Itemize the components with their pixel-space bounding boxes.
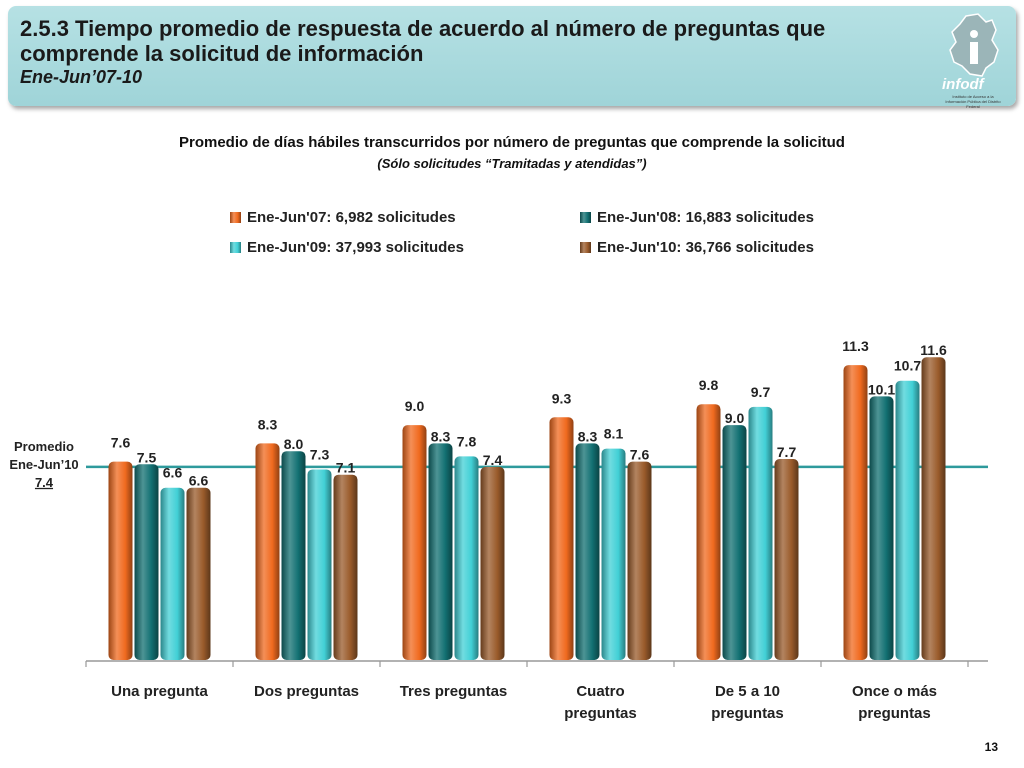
bar-4-3: [480, 466, 505, 660]
data-label-2-2: 8.0: [284, 436, 304, 452]
average-label: Promedio: [14, 439, 74, 454]
slide-subtitle: Ene-Jun’07-10: [20, 67, 143, 87]
bar-1-6: [843, 365, 868, 660]
bar-1-2: [255, 443, 280, 660]
bar-2-1: [134, 464, 159, 660]
bar-3-6: [895, 380, 920, 660]
data-label-4-1: 6.6: [189, 473, 209, 489]
legend-label-1: Ene-Jun'07: 6,982 solicitudes: [247, 209, 456, 226]
chart-title: Promedio de días hábiles transcurridos p…: [179, 134, 845, 151]
bar-2-3: [428, 443, 453, 660]
bar-2-6: [869, 396, 894, 660]
legend-swatch-2: [580, 212, 591, 223]
data-label-2-3: 8.3: [431, 428, 451, 444]
legend-swatch-1: [230, 212, 241, 223]
data-label-1-3: 9.0: [405, 398, 425, 414]
x-tick-label-4: preguntas: [564, 705, 637, 722]
data-label-1-1: 7.6: [111, 435, 131, 451]
bar-1-5: [696, 404, 721, 660]
x-tick-label-6: Once o más: [852, 683, 937, 700]
data-label-4-2: 7.1: [336, 460, 356, 476]
legend-label-3: Ene-Jun'09: 37,993 solicitudes: [247, 239, 464, 256]
average-label: Ene-Jun’10: [9, 457, 78, 472]
chart-subtitle: (Sólo solicitudes “Tramitadas y atendida…: [377, 156, 647, 171]
data-label-4-3: 7.4: [483, 452, 503, 468]
data-label-2-6: 10.1: [868, 381, 895, 397]
data-label-2-1: 7.5: [137, 449, 157, 465]
bar-4-4: [627, 461, 652, 660]
data-label-2-4: 8.3: [578, 428, 598, 444]
bar-3-2: [307, 469, 332, 660]
slide-title: 2.5.3 Tiempo promedio de respuesta de ac…: [20, 16, 826, 66]
bar-3-5: [748, 406, 773, 660]
bar-1-3: [402, 425, 427, 660]
bar-marks: 7.6 7.5 6.6 6.6 8.3 8.0 7.3 7.1 9.0 8.3 7.8 7.4 9.3 8…: [108, 338, 947, 660]
average-value: 7.4: [35, 475, 54, 490]
bar-2-4: [575, 443, 600, 660]
logo-text: infodf: [942, 76, 984, 93]
data-label-1-6: 11.3: [842, 338, 869, 354]
x-axis: Una pregunta Dos preguntas Tres preguntas C…: [85, 660, 988, 722]
x-tick-label-5: De 5 a 10: [715, 683, 780, 700]
page-number: 13: [984, 740, 998, 754]
x-tick-label-3: Tres preguntas: [400, 683, 508, 700]
x-tick-label-5: preguntas: [711, 705, 784, 722]
infodf-logo: infodf Instituto de Acceso a la Informac…: [942, 12, 1004, 109]
data-label-1-4: 9.3: [552, 390, 572, 406]
logo-map-icon: [949, 13, 999, 77]
legend-label-4: Ene-Jun'10: 36,766 solicitudes: [597, 239, 814, 256]
x-tick-label-2: Dos preguntas: [254, 683, 359, 700]
average-group: Promedio Ene-Jun’10 7.4: [9, 439, 988, 490]
bar-1-1: [108, 461, 133, 660]
data-label-3-3: 7.8: [457, 433, 477, 449]
chart-legend: Ene-Jun'07: 6,982 solicitudes Ene-Jun'08:…: [230, 209, 814, 256]
data-label-3-5: 9.7: [751, 384, 771, 400]
legend-label-2: Ene-Jun'08: 16,883 solicitudes: [597, 209, 814, 226]
data-label-3-4: 8.1: [604, 426, 624, 442]
data-label-2-5: 9.0: [725, 410, 745, 426]
x-tick-label-1: Una pregunta: [111, 683, 208, 700]
bar-chart: Ene-Jun'07: 6,982 solicitudes Ene-Jun'08:…: [9, 209, 988, 722]
bar-2-2: [281, 451, 306, 660]
data-label-3-2: 7.3: [310, 446, 330, 462]
bar-1-4: [549, 417, 574, 660]
bar-4-5: [774, 459, 799, 660]
data-label-1-2: 8.3: [258, 416, 278, 432]
slide-header: 2.5.3 Tiempo promedio de respuesta de ac…: [8, 6, 1016, 109]
bar-4-1: [186, 487, 211, 660]
bar-3-3: [454, 456, 479, 660]
data-label-4-5: 7.7: [777, 444, 797, 460]
bar-3-4: [601, 448, 626, 660]
bar-4-6: [921, 357, 946, 660]
logo-subtitle: Instituto de Acceso a la Información Púb…: [945, 94, 1001, 109]
x-tick-label-6: preguntas: [858, 705, 931, 722]
x-tick-label-4: Cuatro: [576, 683, 624, 700]
data-label-3-6: 10.7: [894, 358, 921, 374]
data-label-1-5: 9.8: [699, 377, 719, 393]
bar-3-1: [160, 487, 185, 660]
bar-4-2: [333, 474, 358, 660]
legend-swatch-3: [230, 242, 241, 253]
data-label-4-6: 11.6: [920, 342, 947, 358]
data-label-4-4: 7.6: [630, 447, 650, 463]
bar-2-5: [722, 425, 747, 660]
legend-swatch-4: [580, 242, 591, 253]
data-label-3-1: 6.6: [163, 465, 183, 481]
